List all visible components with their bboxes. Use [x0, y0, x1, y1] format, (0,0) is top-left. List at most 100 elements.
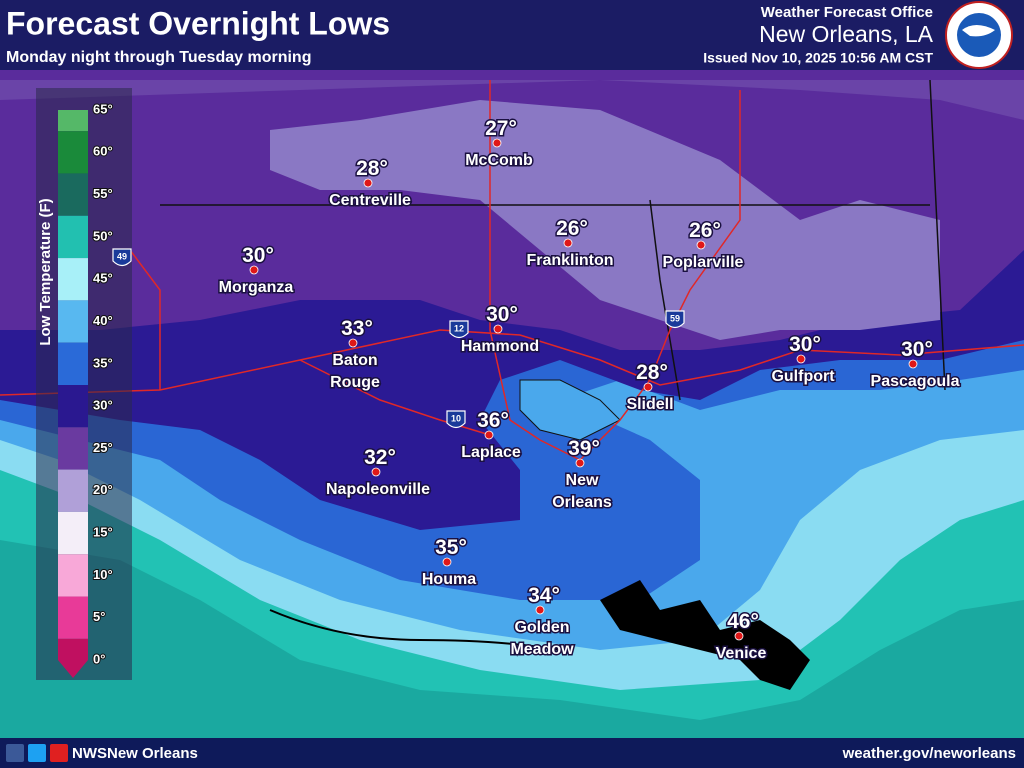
city-dot: [563, 238, 573, 248]
city-temp: 35°: [435, 536, 467, 559]
shield-number: 10: [451, 413, 461, 423]
city-temp: 26°: [689, 219, 721, 242]
city-temp: 30°: [242, 244, 274, 267]
city-name: Houma: [422, 571, 476, 588]
city-dot: [492, 138, 502, 148]
city-temp: 46°: [727, 610, 759, 633]
legend-swatch: [58, 173, 88, 216]
city-name: Centreville: [329, 192, 411, 209]
city-dot: [796, 354, 806, 364]
shield: [449, 320, 469, 339]
city-temp: 32°: [364, 446, 396, 469]
city-temp: 30°: [901, 338, 933, 361]
city-temp: 30°: [789, 333, 821, 356]
city-name: Morganza: [219, 279, 294, 296]
city-dot: [363, 178, 373, 188]
city-dot: [484, 430, 494, 440]
delta-marsh: [600, 580, 810, 690]
legend-label: 20°: [93, 482, 113, 497]
city-dot: [535, 605, 545, 615]
city-name: Venice: [716, 645, 767, 662]
legend-label: 15°: [93, 525, 113, 540]
legend-title: Low Temperature (F): [37, 198, 54, 345]
legend-arrow: [58, 660, 88, 678]
legend-swatch: [58, 300, 88, 343]
state-border: [160, 79, 946, 401]
shield: [665, 310, 685, 329]
legend: 65° 60° 55° 50° 45° 40° 35° 30° 25° 20° 15° 10° 5° 0°: [58, 100, 114, 678]
city-name: Slidell: [626, 396, 673, 413]
city-name: Pascagoula: [871, 373, 960, 390]
office-location: New Orleans, LA: [759, 21, 934, 47]
legend-label: 5°: [93, 609, 105, 624]
legend-label: 0°: [93, 651, 105, 666]
footer-bar: [0, 738, 1024, 768]
subtitle: Monday night through Tuesday morning: [6, 49, 311, 66]
city-temp: 26°: [556, 217, 588, 240]
legend-label: 60°: [93, 144, 113, 159]
legend-swatch: [58, 131, 88, 174]
city-dot: [249, 265, 259, 275]
legend-swatch: [58, 427, 88, 470]
twitter-icon: [28, 744, 46, 762]
legend-label: 35°: [93, 355, 113, 370]
shield-number: 59: [670, 313, 680, 323]
legend-label: 45°: [93, 271, 113, 286]
city-temp: 39°: [568, 437, 600, 460]
office: Weather Forecast Office: [761, 4, 933, 21]
legend-swatch: [58, 638, 88, 660]
city-dot: [371, 467, 381, 477]
shield-number: 12: [454, 323, 464, 333]
city-dot: [575, 458, 585, 468]
city-name: Orleans: [552, 494, 612, 511]
coastline: [269, 609, 561, 651]
city-dot: [643, 382, 653, 392]
website: weather.gov/neworleans: [842, 745, 1016, 762]
city-name: Golden: [514, 619, 569, 636]
legend-label: 10°: [93, 567, 113, 582]
legend-swatch: [58, 110, 88, 132]
legend-label: 50°: [93, 228, 113, 243]
legend-swatch: [58, 596, 88, 639]
legend-swatch: [58, 469, 88, 512]
band-25: [270, 100, 940, 340]
legend-label: 30°: [93, 398, 113, 413]
city-temp: 28°: [636, 361, 668, 384]
city-dot: [908, 359, 918, 369]
city-name: McComb: [465, 152, 533, 169]
city-temp: 28°: [356, 157, 388, 180]
social-handle: NWSNew Orleans: [72, 745, 198, 762]
shield: [112, 248, 132, 267]
shield: [446, 410, 466, 429]
city-dot: [348, 338, 358, 348]
city-name: Gulfport: [771, 368, 835, 385]
legend-swatch: [58, 385, 88, 428]
city-temp: 30°: [486, 303, 518, 326]
city-dot: [442, 557, 452, 567]
issued: Issued Nov 10, 2025 10:56 AM CST: [703, 50, 933, 66]
shield-number: 49: [117, 251, 127, 261]
city-temp: 33°: [341, 317, 373, 340]
legend-swatch: [58, 342, 88, 385]
interstate: [0, 80, 1024, 461]
legend-label: 25°: [93, 440, 113, 455]
city-name: Franklinton: [526, 252, 613, 269]
city-temp: 36°: [477, 409, 509, 432]
city-name: New: [566, 472, 599, 489]
city-name: Laplace: [461, 444, 521, 461]
legend-label: 55°: [93, 186, 113, 201]
city-name: Napoleonville: [326, 481, 430, 498]
legend-swatch: [58, 258, 88, 301]
legend-swatch: [58, 554, 88, 597]
legend-swatch: [58, 215, 88, 259]
lake-pontchartrain: [519, 379, 621, 441]
city-name: Rouge: [330, 374, 380, 391]
city-temp: 27°: [485, 117, 517, 140]
cities: 30° Morganza 28° Centreville 27° McComb 26° Fra…: [217, 116, 961, 664]
header-bar: [0, 0, 1024, 70]
legend-swatch: [58, 511, 88, 555]
interstate-shields: 49 12 10 59: [112, 248, 685, 429]
city-dot: [493, 324, 503, 334]
city-name: Poplarville: [663, 254, 744, 271]
